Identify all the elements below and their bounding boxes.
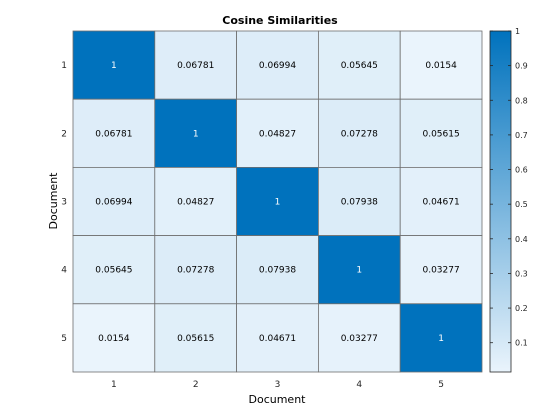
heatmap-cell-r3-c5 xyxy=(399,166,483,236)
colorbar-tick-label-10: 1 xyxy=(515,27,520,36)
x-tick-label-2: 2 xyxy=(193,380,199,390)
heatmap-cell-r5-c3 xyxy=(236,303,319,373)
cell-value-label-r1-c1: 1 xyxy=(111,61,117,71)
colorbar-tick-label-3: 0.3 xyxy=(515,269,528,278)
cell-value-label-r1-c5: 0.0154 xyxy=(425,61,457,71)
cell-value-label-r4-c4: 1 xyxy=(356,266,362,276)
cell-value-label-r5-c1: 0.0154 xyxy=(98,334,130,344)
heatmap-cell-r3-c2 xyxy=(154,166,238,236)
heatmap-cell-r1-c1 xyxy=(72,30,156,100)
cell-value-label-r4-c1: 0.05645 xyxy=(95,266,132,276)
heatmap-cell-r5-c1 xyxy=(72,303,156,373)
colorbar-tick-label-5: 0.5 xyxy=(515,200,528,209)
x-axis-label: Document xyxy=(249,393,307,406)
heatmap-cell-r4-c1 xyxy=(72,235,156,305)
colorbar-tick-label-4: 0.4 xyxy=(515,235,528,244)
cell-value-label-r2-c5: 0.05615 xyxy=(422,129,459,139)
y-tick-label-3: 3 xyxy=(61,198,67,208)
colorbar-tick-label-9: 0.9 xyxy=(515,62,528,71)
y-tick-label-2: 2 xyxy=(61,129,67,139)
heatmap-cell-r1-c3 xyxy=(236,30,319,100)
cell-value-label-r2-c3: 0.04827 xyxy=(259,129,296,139)
x-tick-label-5: 5 xyxy=(438,380,444,390)
heatmap-cell-r2-c1 xyxy=(72,98,156,168)
heatmap-cell-r4-c4 xyxy=(317,235,401,305)
heatmap-cell-r4-c5 xyxy=(399,235,483,305)
cell-value-label-r1-c4: 0.05645 xyxy=(341,61,378,71)
heatmap-cell-r1-c4 xyxy=(317,30,401,100)
colorbar-tick-label-7: 0.7 xyxy=(515,131,528,140)
cell-value-label-r5-c5: 1 xyxy=(438,334,444,344)
colorbar-tick-label-2: 0.2 xyxy=(515,304,528,313)
x-tick-label-4: 4 xyxy=(356,380,362,390)
cell-value-label-r3-c4: 0.07938 xyxy=(341,198,378,208)
heatmap-cell-r2-c5 xyxy=(399,98,483,168)
cell-value-label-r3-c2: 0.04827 xyxy=(177,198,214,208)
colorbar-gradient xyxy=(489,30,512,373)
cell-value-label-r2-c4: 0.07278 xyxy=(341,129,378,139)
cell-value-label-r5-c4: 0.03277 xyxy=(341,334,378,344)
colorbar-tick-label-6: 0.6 xyxy=(515,166,528,175)
cell-value-label-r3-c5: 0.04671 xyxy=(422,198,459,208)
cell-value-label-r3-c3: 1 xyxy=(275,198,281,208)
x-tick-label-3: 3 xyxy=(275,380,281,390)
heatmap-cell-r3-c4 xyxy=(317,166,401,236)
heatmap-cell-r1-c2 xyxy=(154,30,238,100)
cell-value-label-r4-c5: 0.03277 xyxy=(422,266,459,276)
cell-value-label-r1-c3: 0.06994 xyxy=(259,61,296,71)
cell-value-label-r2-c2: 1 xyxy=(193,129,199,139)
heatmap-cells: 1 0.06781 0.06994 0.05645 0.0154 0.06781 1 0.04… xyxy=(72,30,483,373)
chart-title: Cosine Similarities xyxy=(222,14,338,27)
cell-value-label-r5-c3: 0.04671 xyxy=(259,334,296,344)
x-tick-label-1: 1 xyxy=(111,380,117,390)
y-axis-label: Document xyxy=(47,172,60,230)
cell-value-label-r3-c1: 0.06994 xyxy=(95,198,132,208)
colorbar-tick-label-8: 0.8 xyxy=(515,96,528,105)
y-tick-label-1: 1 xyxy=(61,61,67,71)
colorbar-tick-label-1: 0.1 xyxy=(515,339,528,348)
y-axis-ticks: 1 2 3 4 5 xyxy=(61,61,67,344)
x-axis-ticks: 1 2 3 4 5 xyxy=(111,380,444,390)
cell-value-label-r4-c3: 0.07938 xyxy=(259,266,296,276)
cell-value-label-r2-c1: 0.06781 xyxy=(95,129,132,139)
colorbar: 0.1 0.2 0.3 0.4 0.5 0.6 0.7 0.8 0.9 1 xyxy=(489,27,528,373)
heatmap-cell-r2-c3 xyxy=(236,98,319,168)
y-tick-label-4: 4 xyxy=(61,266,67,276)
y-tick-label-5: 5 xyxy=(61,334,67,344)
heatmap-cell-r5-c5 xyxy=(399,303,483,373)
cell-value-label-r1-c2: 0.06781 xyxy=(177,61,214,71)
heatmap-cell-r1-c5 xyxy=(399,30,483,100)
cell-value-label-r4-c2: 0.07278 xyxy=(177,266,214,276)
cell-value-label-r5-c2: 0.05615 xyxy=(177,334,214,344)
heatmap-cell-r4-c2 xyxy=(154,235,238,305)
heatmap-cell-r4-c3 xyxy=(236,235,319,305)
heatmap-cell-r3-c3 xyxy=(236,166,319,236)
heatmap-cell-r5-c2 xyxy=(154,303,238,373)
